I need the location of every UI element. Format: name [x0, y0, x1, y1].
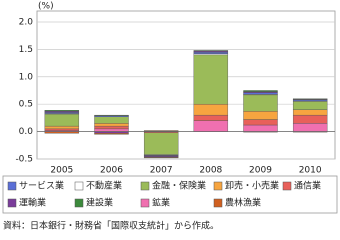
bar-segment	[44, 125, 80, 130]
x-tick-label: 2006	[100, 166, 123, 176]
legend-label: 鉱業	[152, 197, 170, 209]
bar-segment	[94, 128, 129, 132]
bar-segment	[243, 111, 278, 120]
bar-segment	[292, 123, 328, 132]
bar-segment	[193, 51, 229, 54]
bar-segment	[243, 92, 278, 95]
bar-segment	[94, 125, 129, 130]
legend-swatch	[282, 181, 292, 191]
legend-swatch	[140, 181, 150, 191]
y-tick-label: 0.0	[19, 127, 34, 137]
unit-label: (%)	[38, 2, 54, 12]
x-tick-label: 2007	[150, 166, 173, 176]
bar-segment	[243, 90, 278, 92]
bar-segment	[143, 130, 179, 132]
y-tick-label: -0.5	[15, 155, 33, 165]
bar-segment	[44, 128, 80, 131]
bar-segment	[193, 54, 229, 105]
bar-segment	[143, 157, 179, 159]
chart: (%) 資料：日本銀行・財務省「国際収支統計」から作成。 -0.5 0.0 0.5 1…	[2, 2, 338, 232]
legend-label: 建設業	[86, 197, 113, 209]
legend-label: 通信業	[294, 180, 321, 192]
bar-segment	[292, 98, 328, 100]
legend-label: 不動産業	[86, 180, 122, 192]
legend-label: 金融・保険業	[152, 180, 206, 192]
legend-swatch	[74, 198, 84, 208]
legend-swatch	[7, 181, 17, 191]
bar-segment	[94, 123, 129, 127]
legend-frame	[2, 175, 338, 214]
y-tick-label: 0.5	[19, 100, 33, 110]
legend-label: 卸売・小売業	[225, 180, 279, 192]
bar-segment	[193, 120, 229, 132]
note: 資料：日本銀行・財務省「国際収支統計」から作成。	[3, 220, 219, 232]
legend-label: 農林漁業	[225, 197, 261, 209]
x-tick-label: 2010	[299, 166, 322, 176]
plot-frame	[36, 10, 336, 160]
x-tick-label: 2005	[50, 166, 73, 176]
bar-segment	[292, 114, 328, 124]
y-tick-label: 2.0	[19, 17, 34, 27]
bar-segment	[44, 110, 80, 112]
bar-segment	[292, 109, 328, 116]
legend-swatch	[7, 198, 17, 208]
x-tick-label: 2008	[199, 166, 222, 176]
x-tick-label: 2009	[249, 166, 272, 176]
bar-segment	[143, 132, 179, 155]
bar-segment	[292, 101, 328, 110]
bar-segment	[94, 133, 129, 135]
legend-label: 運輸業	[19, 197, 46, 209]
bar-segment	[44, 113, 80, 127]
legend-label: サービス業	[19, 180, 64, 192]
bar-segment	[94, 116, 129, 124]
legend-swatch	[74, 181, 84, 191]
legend-swatch	[140, 198, 150, 208]
bar-segment	[193, 114, 229, 121]
y-tick-label: 1.0	[19, 72, 34, 82]
bar-segment	[243, 94, 278, 112]
y-tick-label: 1.5	[19, 45, 33, 55]
legend-swatch	[213, 181, 223, 191]
legend-swatch	[213, 198, 223, 208]
bar-segment	[243, 124, 278, 132]
bar-segment	[193, 50, 229, 52]
bar-segment	[193, 103, 229, 116]
bar-segment	[243, 119, 278, 126]
bar-segment	[94, 114, 129, 116]
